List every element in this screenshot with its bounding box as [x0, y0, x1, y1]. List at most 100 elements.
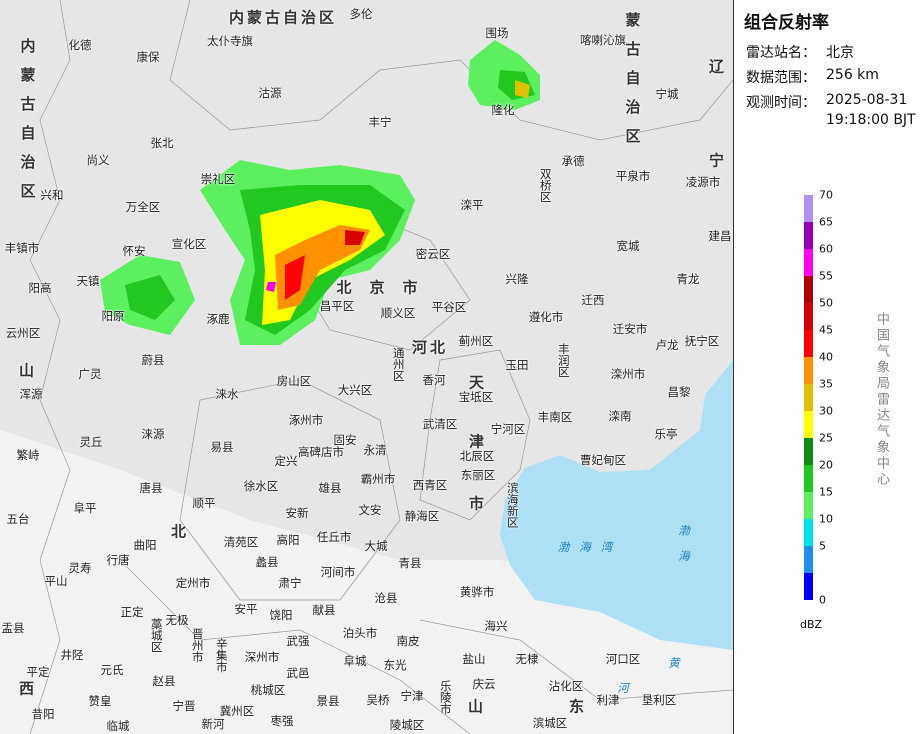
place-label: 宁津 — [400, 689, 424, 703]
place-label: 北京市 — [336, 278, 436, 297]
place-label: 清苑区 — [223, 535, 259, 549]
place-label: 崇礼区 — [200, 172, 236, 186]
legend-tick: 20 — [819, 458, 833, 472]
place-label: 灵丘 — [79, 435, 103, 449]
place-label: 平泉市 — [615, 169, 651, 183]
place-label: 定州市 — [175, 576, 211, 590]
place-label: 凌源市 — [685, 175, 721, 189]
place-label: 平定 — [26, 665, 50, 679]
legend-swatch — [804, 438, 813, 465]
place-label: 涿州市 — [288, 413, 324, 427]
place-label: 滨城区 — [532, 716, 568, 730]
place-label: 太仆寺旗 — [207, 34, 253, 48]
place-label: 藁城区 — [149, 617, 164, 653]
legend-swatch — [804, 492, 813, 519]
place-label: 静海区 — [404, 509, 440, 523]
place-label: 赵县 — [152, 674, 176, 688]
time-label: 观测时间： — [746, 95, 816, 111]
place-label: 井陉 — [60, 648, 84, 662]
place-label: 宁晋 — [172, 699, 196, 713]
place-label: 宝坻区 — [458, 390, 494, 404]
place-label: 围场 — [485, 26, 509, 40]
place-label: 沽源 — [258, 86, 282, 100]
place-label: 阜城 — [343, 654, 367, 668]
place-label: 涞水 — [215, 387, 239, 401]
place-label: 化德 — [68, 38, 92, 52]
place-label: 唐县 — [139, 481, 163, 495]
place-label: 安平 — [234, 602, 258, 616]
place-label: 玉田 — [505, 358, 529, 372]
place-label: 安新 — [285, 506, 309, 520]
place-label: 黄骅市 — [459, 585, 495, 599]
legend-tick: 35 — [819, 377, 833, 391]
place-label: 大城 — [364, 539, 388, 553]
place-label: 曹妃甸区 — [580, 453, 626, 467]
place-label: 内蒙古自治区 — [623, 0, 642, 157]
place-label: 阜平 — [73, 501, 97, 515]
place-label: 顺平 — [192, 496, 216, 510]
place-label: 辽 — [708, 57, 728, 76]
legend-tick: 30 — [819, 404, 833, 418]
place-label: 灵寿 — [68, 561, 92, 575]
station-label: 雷达站名： — [746, 45, 816, 61]
place-label: 冀州区 — [219, 704, 255, 718]
place-label: 顺义区 — [380, 306, 416, 320]
place-label: 盂县 — [1, 621, 25, 635]
place-label: 青县 — [398, 556, 422, 570]
place-label: 蔚县 — [141, 353, 165, 367]
place-label: 定兴 — [274, 454, 298, 468]
sea — [500, 360, 733, 650]
place-label: 滦平 — [460, 198, 484, 212]
place-label: 饶阳 — [269, 608, 293, 622]
place-label: 市 — [468, 494, 488, 513]
place-label: 繁峙 — [16, 448, 40, 462]
station: 北京 — [826, 45, 854, 61]
place-label: 北辰区 — [459, 449, 495, 463]
place-label: 蓟州区 — [458, 334, 494, 348]
place-label: 东丽区 — [460, 468, 496, 482]
place-label: 兴和 — [40, 188, 64, 202]
place-label: 任丘市 — [316, 530, 352, 544]
place-label: 乐陵市 — [438, 679, 453, 715]
place-label: 霸州市 — [360, 472, 396, 486]
place-label: 无极 — [165, 613, 189, 627]
place-label: 正定 — [120, 605, 144, 619]
place-label: 遵化市 — [528, 310, 564, 324]
place-label: 怀安 — [122, 244, 146, 258]
place-label: 无棣 — [515, 652, 539, 666]
place-label: 迁西 — [581, 293, 605, 307]
place-label: 宣化区 — [171, 237, 207, 251]
place-label: 滦州市 — [610, 367, 646, 381]
legend-swatch — [804, 465, 813, 492]
place-label: 建昌 — [708, 229, 732, 243]
place-label: 丰宁 — [368, 115, 392, 129]
legend-swatch — [804, 303, 813, 330]
place-label: 内蒙古自治区 — [228, 8, 338, 27]
place-label: 津 — [468, 432, 488, 451]
place-label: 乐亭 — [654, 427, 678, 441]
place-label: 喀喇沁旗 — [580, 33, 626, 47]
legend-tick: 40 — [819, 350, 833, 364]
legend-tick: 50 — [819, 296, 833, 310]
place-label: 广灵 — [78, 367, 102, 381]
place-label: 献县 — [312, 603, 336, 617]
range: 256 km — [826, 67, 879, 83]
place-label: 大兴区 — [337, 383, 373, 397]
place-label: 固安 — [333, 433, 357, 447]
place-label: 昌黎 — [667, 385, 691, 399]
place-label: 河 — [617, 681, 639, 695]
panel-title: 组合反射率 — [744, 13, 829, 33]
place-label: 山 — [467, 697, 487, 716]
place-label: 北 — [170, 522, 190, 541]
place-label: 吴桥 — [366, 693, 390, 707]
place-label: 滦南 — [608, 409, 632, 423]
place-label: 云州区 — [5, 326, 41, 340]
legend-swatch — [804, 519, 813, 546]
place-label: 河间市 — [320, 565, 356, 579]
place-label: 新河 — [201, 717, 225, 731]
place-label: 临城 — [106, 719, 130, 733]
place-label: 垦利区 — [641, 693, 677, 707]
place-label: 深州市 — [244, 650, 280, 664]
place-label: 西 — [18, 679, 38, 698]
place-label: 东光 — [383, 658, 407, 672]
